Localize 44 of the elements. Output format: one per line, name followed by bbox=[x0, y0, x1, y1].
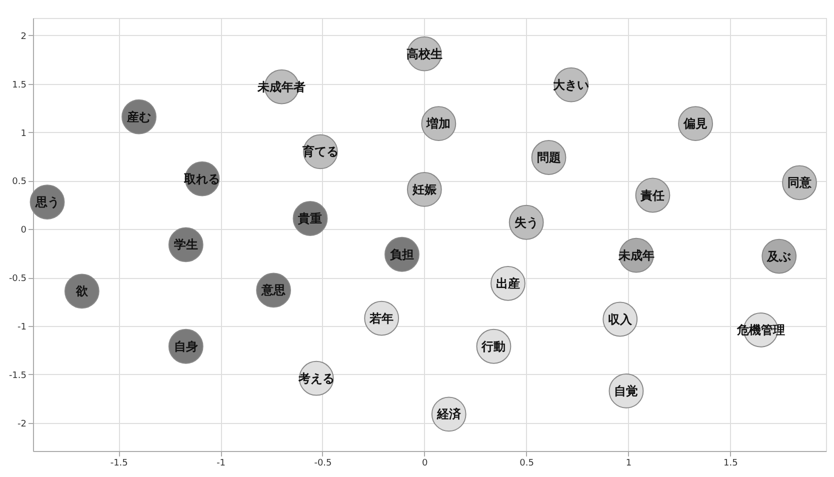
y-tick-label: 0 bbox=[20, 226, 27, 236]
data-label: 考える bbox=[297, 371, 334, 386]
y-tick-label: -2 bbox=[18, 419, 26, 430]
data-label: 行動 bbox=[480, 339, 506, 354]
data-label: 責任 bbox=[640, 188, 665, 202]
y-tick-label: 0.5 bbox=[12, 177, 26, 188]
data-label: 収入 bbox=[608, 312, 634, 326]
data-label: 育てる bbox=[301, 144, 338, 159]
data-label: 高校生 bbox=[406, 46, 442, 61]
data-label: 負担 bbox=[390, 247, 414, 262]
data-label: 経済 bbox=[436, 407, 462, 422]
y-tick-label: -0.5 bbox=[8, 274, 26, 284]
x-tick-label: -1.5 bbox=[110, 458, 128, 468]
data-label: 増加 bbox=[426, 116, 451, 131]
y-tick-label: -1 bbox=[18, 322, 26, 333]
data-label: 危機管理 bbox=[736, 322, 785, 337]
data-label: 偏見 bbox=[682, 116, 708, 131]
data-label: 意思 bbox=[260, 283, 287, 298]
data-label: 思う bbox=[34, 195, 60, 210]
data-label: 学生 bbox=[174, 238, 198, 252]
y-tick-label: 1.5 bbox=[12, 80, 26, 90]
x-tick-label: -1 bbox=[216, 458, 226, 468]
data-label: 自身 bbox=[174, 339, 198, 354]
x-tick-label: 1 bbox=[626, 458, 632, 468]
data-label: 大きい bbox=[553, 78, 590, 92]
y-tick-label: -1.5 bbox=[8, 370, 26, 381]
data-label: 未成年者 bbox=[256, 80, 306, 94]
x-tick-label: -0.5 bbox=[314, 458, 332, 468]
data-label: 失う bbox=[514, 215, 538, 230]
x-tick-label: 0.5 bbox=[520, 458, 534, 468]
data-label: 若年 bbox=[368, 311, 394, 326]
data-label: 及ぶ bbox=[766, 249, 792, 264]
data-label: 問題 bbox=[536, 150, 561, 164]
data-label: 妊娠 bbox=[411, 182, 438, 196]
y-tick-label: 2 bbox=[20, 32, 26, 42]
y-tick-label: 1 bbox=[20, 128, 26, 139]
data-label: 欲 bbox=[74, 284, 89, 298]
data-label: 同意 bbox=[788, 176, 812, 190]
data-label: 出産 bbox=[496, 276, 520, 290]
x-tick-label: 1.5 bbox=[724, 458, 738, 468]
data-label: 貴重 bbox=[297, 212, 322, 226]
x-tick-label: 0 bbox=[422, 458, 428, 468]
data-label: 自覚 bbox=[614, 384, 638, 398]
data-label: 産む bbox=[126, 110, 152, 124]
